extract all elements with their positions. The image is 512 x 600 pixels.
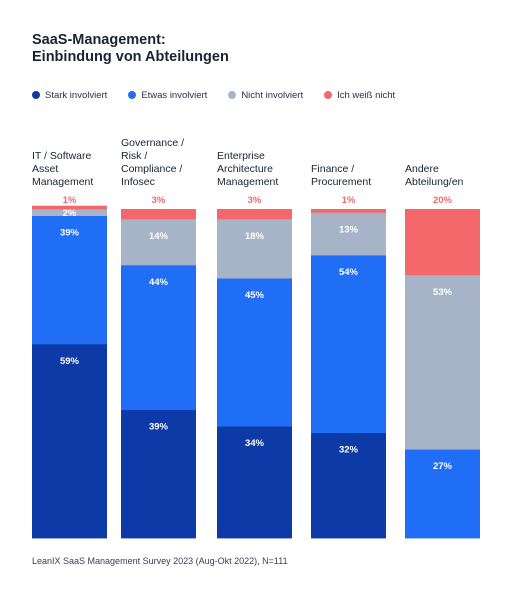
value-label: 2%	[63, 208, 77, 219]
value-label: 3%	[248, 195, 262, 206]
bar-segment	[121, 264, 196, 411]
value-label: 54%	[339, 267, 359, 278]
category-label-line: Risk /	[121, 150, 148, 162]
category-label-line: Architecture	[217, 163, 274, 175]
bar-segment	[121, 218, 196, 266]
legend-label-nicht: Nicht involviert	[241, 89, 304, 101]
bar-segment	[311, 255, 386, 434]
value-label: 39%	[149, 422, 169, 433]
bar-segment	[217, 278, 292, 427]
category-label-line: Governance /	[121, 137, 185, 149]
bar-segment	[311, 212, 386, 256]
category-label: Governance / Risk / Compliance / Infosec	[121, 137, 207, 189]
category-label-line: Asset	[32, 163, 59, 175]
category-label-line: Enterprise	[217, 150, 265, 162]
legend-item-stark: Stark involviert	[32, 90, 107, 101]
value-label: 3%	[152, 195, 166, 206]
category-label-line: Abteilung/en	[405, 176, 464, 188]
legend-swatch-etwas	[128, 91, 137, 99]
bar-segment	[311, 209, 386, 213]
chart-title-line-1: SaaS-Management:	[32, 32, 166, 48]
bar-segment	[217, 218, 292, 279]
bar-segment	[405, 449, 480, 539]
bar-segment	[32, 215, 107, 345]
value-label: 39%	[60, 228, 80, 239]
bar-segment	[32, 205, 107, 210]
value-label: 44%	[149, 277, 169, 288]
legend-swatch-nicht	[228, 91, 237, 99]
legend-item-etwas: Etwas involviert	[128, 90, 207, 101]
category-label-line: Management	[32, 176, 94, 188]
value-label: 45%	[245, 290, 265, 301]
value-label: 27%	[433, 461, 453, 472]
bar-segment	[121, 409, 196, 539]
bar-segment	[32, 343, 107, 539]
chart-title: SaaS-Management: Einbindung von Abteilun…	[32, 32, 472, 66]
bar-segment	[217, 209, 292, 220]
category-label-line: Andere	[405, 163, 439, 175]
legend-swatch-weiss-nicht	[324, 91, 333, 99]
category-label-line: Finance /	[311, 163, 355, 175]
value-label: 32%	[339, 445, 359, 456]
value-label: 34%	[245, 438, 265, 449]
category-label-line: IT / Software	[32, 150, 92, 162]
legend-item-weiss-nicht: Ich weiß nicht	[324, 90, 395, 101]
category-label: Enterprise Architecture Management	[217, 150, 303, 189]
legend-item-nicht: Nicht involviert	[228, 90, 303, 101]
legend-label-etwas: Etwas involviert	[141, 89, 208, 101]
category-label-line: Procurement	[311, 176, 372, 188]
bar-segment	[311, 432, 386, 539]
category-label-line: Compliance /	[121, 163, 183, 175]
category-label-line: Infosec	[121, 176, 155, 188]
bar-segment	[32, 209, 107, 216]
category-label: Finance / Procurement	[311, 163, 397, 189]
bar-segment	[405, 274, 480, 450]
legend-swatch-stark	[32, 91, 40, 99]
value-label: 20%	[433, 195, 453, 206]
bar-segment	[217, 426, 292, 539]
value-label: 18%	[245, 231, 265, 242]
value-label: 1%	[63, 195, 77, 206]
bar-segment	[121, 209, 196, 220]
chart-title-line-2: Einbindung von Abteilungen	[32, 49, 229, 65]
legend-label-stark: Stark involviert	[45, 89, 108, 101]
source-note: LeanIX SaaS Management Survey 2023 (Aug-…	[32, 556, 288, 566]
value-label: 59%	[60, 356, 80, 367]
legend-label-weiss-nicht: Ich weiß nicht	[337, 89, 396, 101]
value-label: 53%	[433, 287, 453, 298]
bar-segment	[405, 209, 480, 276]
category-label-line: Management	[217, 176, 279, 188]
category-label: Andere Abteilung/en	[405, 163, 491, 189]
category-label: IT / Software Asset Management	[32, 150, 118, 189]
value-label: 13%	[339, 224, 359, 235]
value-label: 1%	[342, 195, 356, 206]
value-label: 14%	[149, 231, 169, 242]
chart-legend: Stark involviert Etwas involviert Nicht …	[32, 88, 416, 102]
